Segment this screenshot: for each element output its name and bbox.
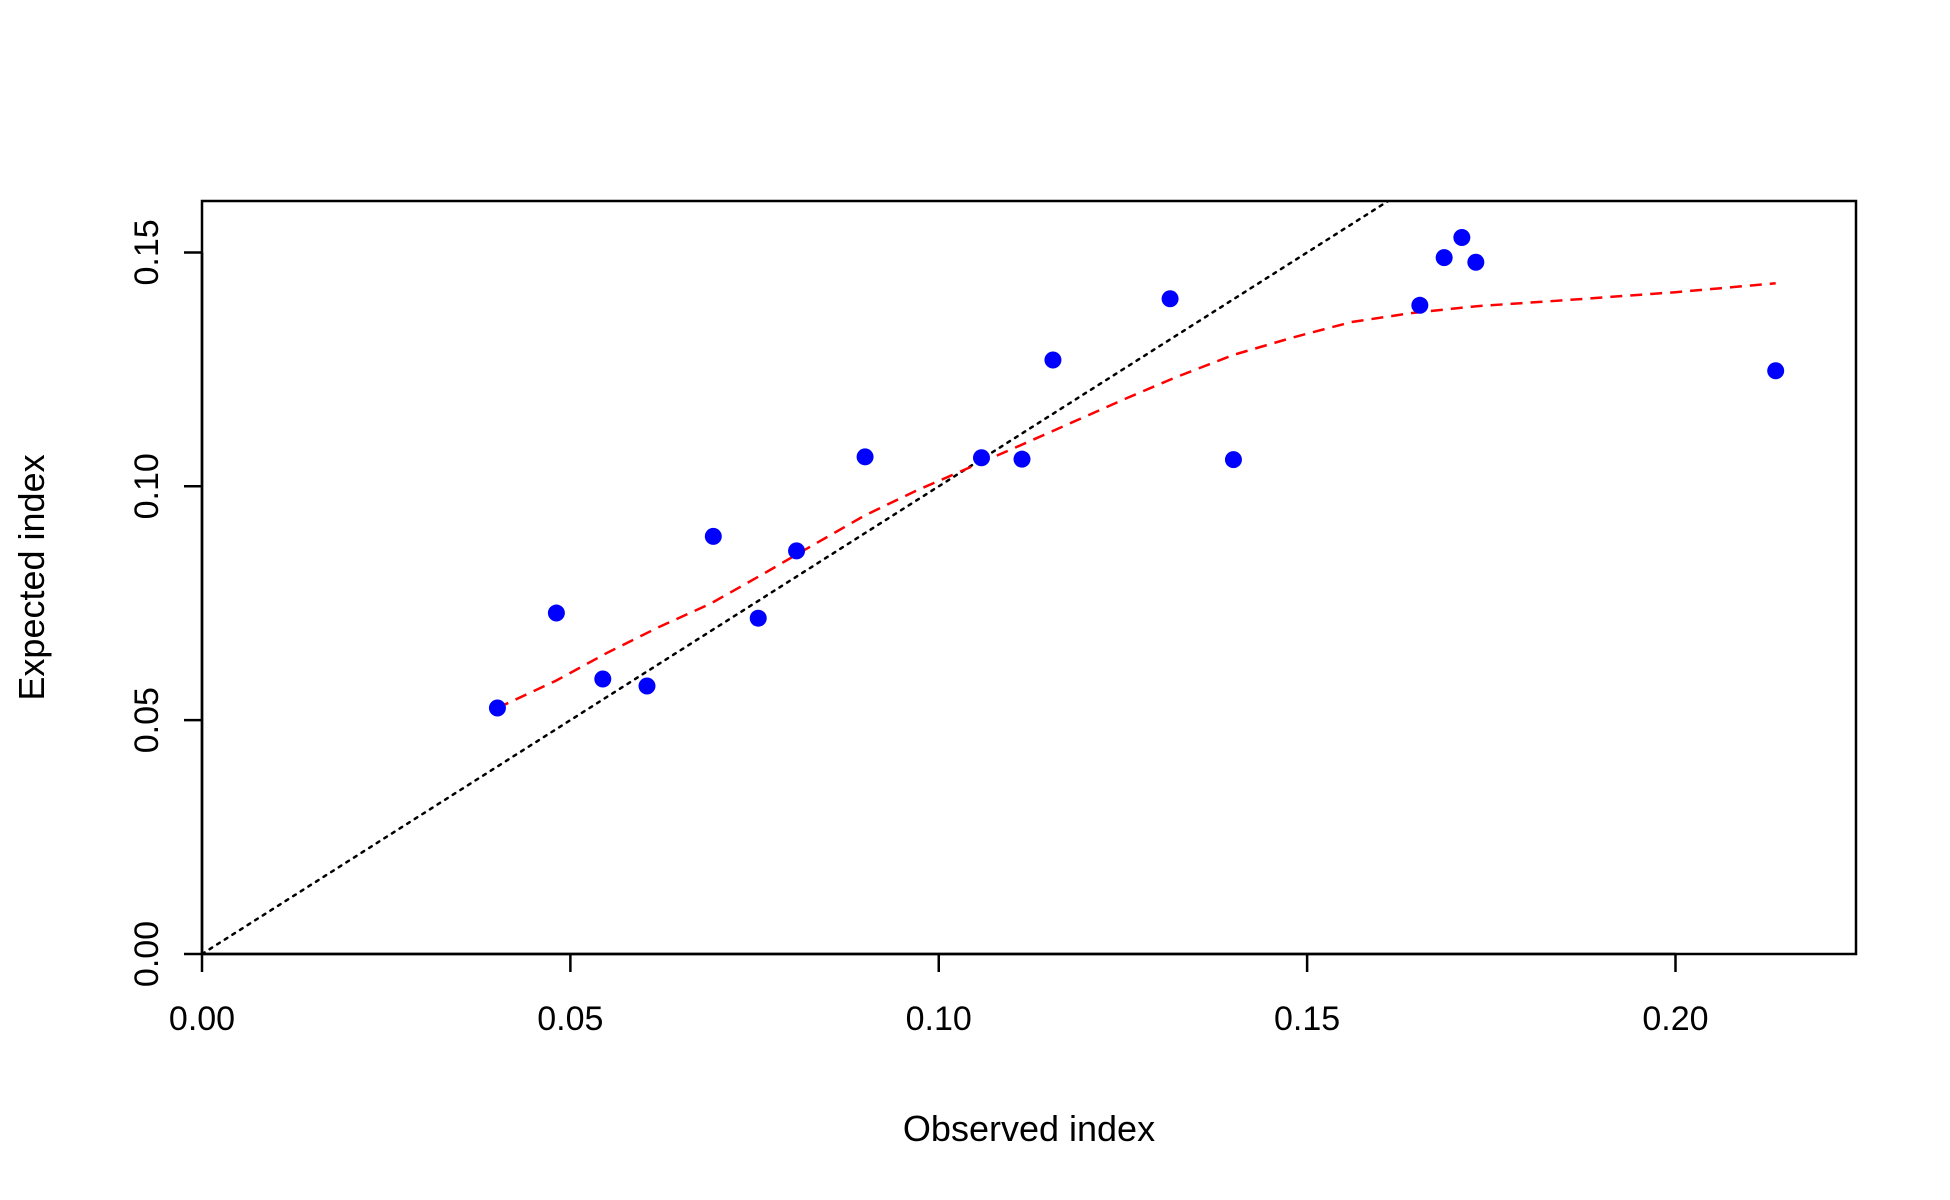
data-point bbox=[594, 670, 612, 688]
data-point bbox=[1224, 451, 1242, 469]
data-point bbox=[972, 449, 990, 467]
data-point bbox=[1411, 296, 1429, 314]
reference-line bbox=[202, 201, 1391, 954]
data-point bbox=[547, 604, 565, 622]
x-tick-label: 0.05 bbox=[537, 1000, 603, 1038]
data-point bbox=[1013, 450, 1031, 468]
y-tick-label: 0.05 bbox=[128, 687, 166, 753]
chart-lines bbox=[202, 201, 1776, 954]
data-point bbox=[856, 448, 874, 466]
data-point bbox=[1435, 249, 1453, 267]
y-axis-label: Expected index bbox=[11, 454, 52, 700]
data-point bbox=[488, 699, 506, 717]
data-point bbox=[1453, 228, 1471, 246]
y-tick-label: 0.10 bbox=[128, 453, 166, 519]
data-point bbox=[1767, 362, 1785, 380]
x-axis-label: Observed index bbox=[903, 1108, 1155, 1149]
y-tick-label: 0.00 bbox=[128, 921, 166, 987]
y-tick-label: 0.15 bbox=[128, 219, 166, 285]
x-tick-label: 0.00 bbox=[169, 1000, 235, 1038]
data-point bbox=[788, 542, 806, 560]
chart-points bbox=[488, 228, 1785, 717]
data-point bbox=[1161, 290, 1179, 308]
data-point bbox=[638, 677, 656, 695]
data-point bbox=[749, 609, 767, 627]
x-tick-label: 0.10 bbox=[906, 1000, 972, 1038]
data-point bbox=[704, 527, 722, 545]
chart-axes: 0.00 0.05 0.10 0.15 0.20 0.00 0.05 0.10 0.15 bbox=[128, 219, 1709, 1038]
smooth-fit-line bbox=[496, 282, 1776, 710]
data-point bbox=[1467, 253, 1485, 271]
x-tick-label: 0.15 bbox=[1274, 1000, 1340, 1038]
x-tick-label: 0.20 bbox=[1642, 1000, 1708, 1038]
data-point bbox=[1044, 351, 1062, 369]
